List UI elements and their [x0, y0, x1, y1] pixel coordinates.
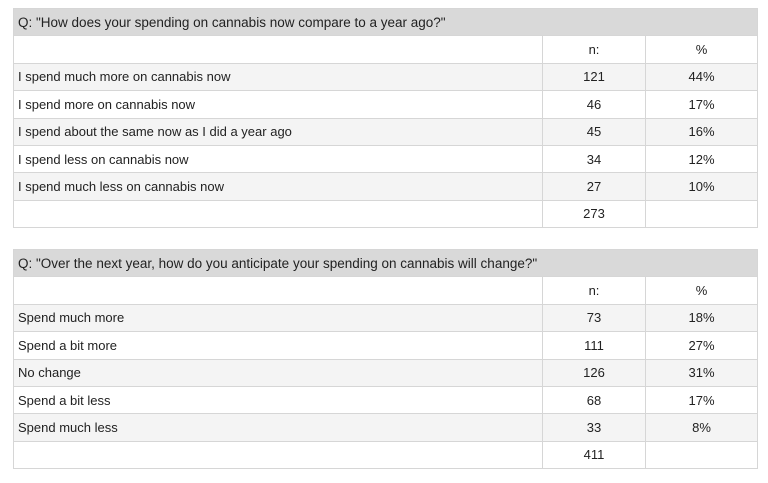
n-header: n: — [542, 35, 646, 64]
total-n: 411 — [542, 440, 646, 470]
pct-header: % — [644, 276, 759, 305]
label-header-cell — [13, 35, 543, 64]
row-label: Spend a bit less — [13, 385, 543, 415]
row-pct: 27% — [644, 331, 759, 360]
row-n: 33 — [542, 413, 646, 442]
row-pct: 16% — [645, 117, 758, 146]
n-header: n: — [542, 276, 646, 305]
table-row: I spend much more on cannabis now 121 44… — [13, 62, 758, 92]
row-label: I spend much more on cannabis now — [13, 62, 543, 92]
row-n: 111 — [542, 331, 646, 360]
table-row: I spend about the same now as I did a ye… — [13, 117, 758, 146]
column-header-row: n: % — [13, 276, 759, 305]
row-n: 73 — [542, 303, 646, 333]
row-label: I spend much less on cannabis now — [13, 172, 543, 201]
row-label: I spend about the same now as I did a ye… — [13, 117, 543, 146]
row-pct: 17% — [645, 90, 758, 119]
table-row: Spend much less 33 8% — [13, 413, 759, 442]
total-pct-cell — [645, 199, 758, 229]
row-n: 121 — [542, 62, 646, 92]
row-label: No change — [13, 358, 543, 387]
row-n: 34 — [542, 144, 646, 174]
row-n: 46 — [542, 90, 646, 119]
row-label: Spend a bit more — [13, 331, 543, 360]
row-label: I spend more on cannabis now — [13, 90, 543, 119]
row-n: 68 — [542, 385, 646, 415]
total-n: 273 — [542, 199, 646, 229]
row-pct: 18% — [644, 303, 759, 333]
row-label: Spend much less — [13, 413, 543, 442]
column-header-row: n: % — [13, 35, 758, 64]
table-row: Spend a bit less 68 17% — [13, 385, 759, 415]
spending-forecast-table: Q: "Over the next year, how do you antic… — [12, 248, 759, 470]
row-pct: 31% — [644, 358, 759, 387]
question-header: Q: "Over the next year, how do you antic… — [12, 248, 759, 278]
question-header: Q: "How does your spending on cannabis n… — [13, 7, 758, 37]
total-row: 273 — [13, 199, 758, 229]
row-pct: 17% — [644, 385, 759, 415]
pct-header: % — [645, 35, 758, 64]
row-n: 126 — [542, 358, 646, 387]
row-pct: 8% — [644, 413, 759, 442]
table-row: Spend a bit more 111 27% — [13, 331, 759, 360]
row-label: Spend much more — [13, 303, 543, 333]
table-row: Spend much more 73 18% — [13, 303, 759, 333]
row-pct: 10% — [645, 172, 758, 201]
row-n: 27 — [542, 172, 646, 201]
row-n: 45 — [542, 117, 646, 146]
total-pct-cell — [644, 440, 759, 470]
row-pct: 44% — [645, 62, 758, 92]
row-label: I spend less on cannabis now — [13, 144, 543, 174]
table-row: No change 126 31% — [13, 358, 759, 387]
total-label-cell — [13, 199, 543, 229]
total-label-cell — [13, 440, 543, 470]
table-row: I spend more on cannabis now 46 17% — [13, 90, 758, 119]
table-row: I spend much less on cannabis now 27 10% — [13, 172, 758, 201]
total-row: 411 — [13, 440, 759, 470]
table-row: I spend less on cannabis now 34 12% — [13, 144, 758, 174]
row-pct: 12% — [645, 144, 758, 174]
label-header-cell — [13, 276, 543, 305]
spending-comparison-table: Q: "How does your spending on cannabis n… — [13, 7, 758, 229]
